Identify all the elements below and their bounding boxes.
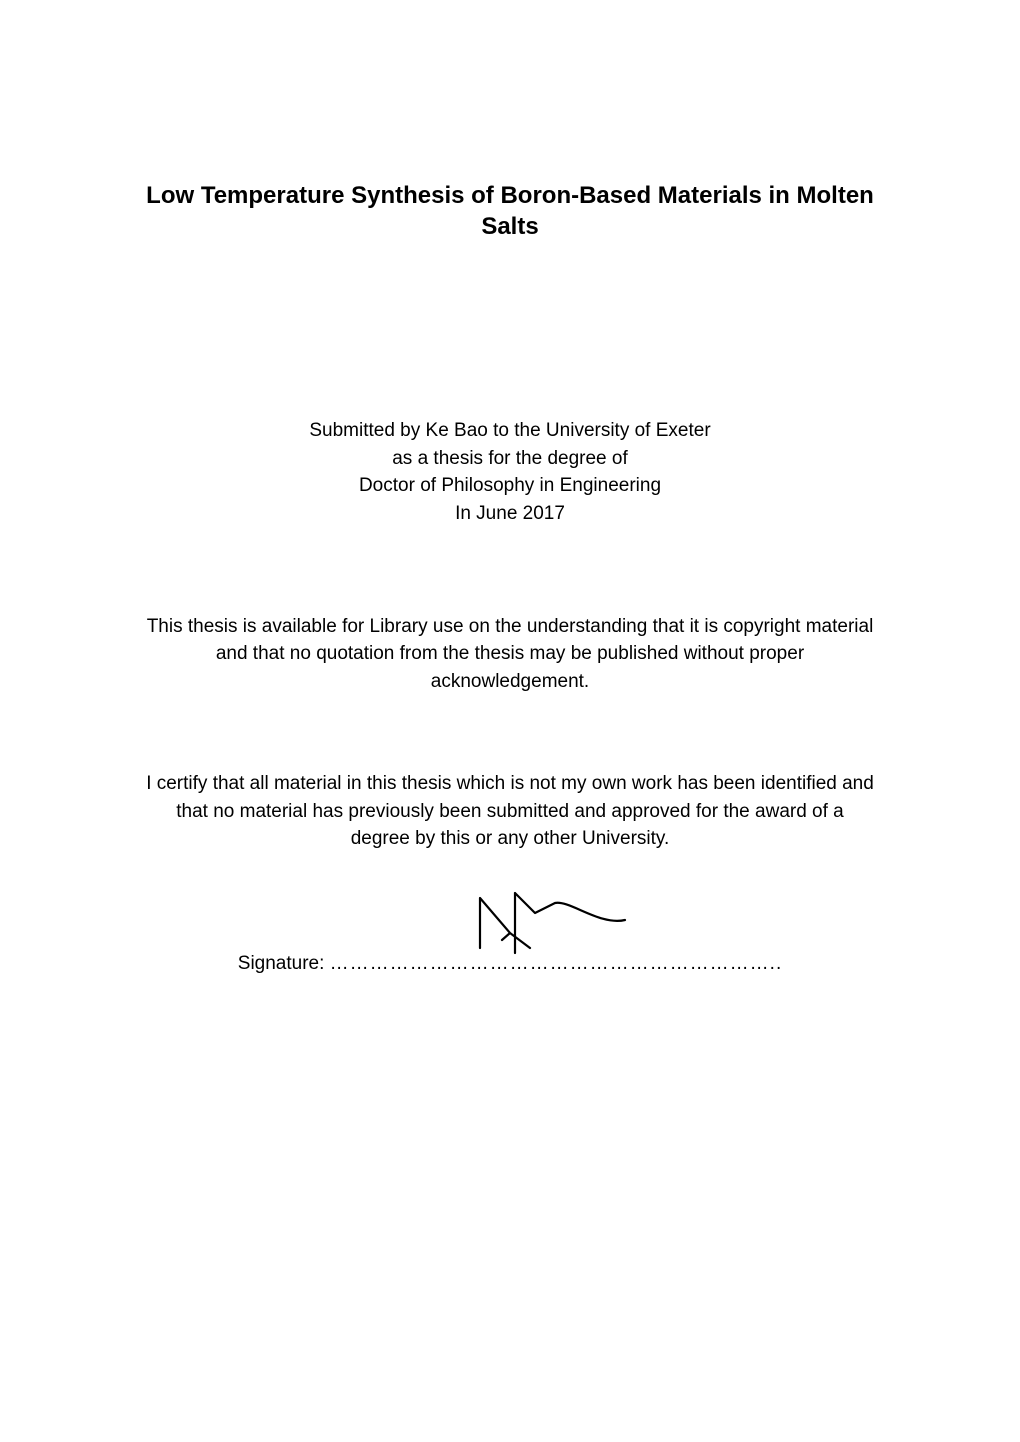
- signature-label: Signature:: [238, 953, 330, 974]
- thesis-title: Low Temperature Synthesis of Boron-Based…: [130, 180, 890, 242]
- submission-line-2: as a thesis for the degree of: [130, 445, 890, 473]
- certification-statement: I certify that all material in this thes…: [130, 770, 890, 853]
- submission-line-3: Doctor of Philosophy in Engineering: [130, 472, 890, 500]
- signature-icon: [460, 878, 640, 963]
- thesis-title-page: Low Temperature Synthesis of Boron-Based…: [0, 0, 1020, 1442]
- submission-line-4: In June 2017: [130, 500, 890, 528]
- submission-block: Submitted by Ke Bao to the University of…: [130, 417, 890, 527]
- signature-row: Signature: …………………………………………………………..: [130, 953, 890, 975]
- copyright-statement: This thesis is available for Library use…: [130, 613, 890, 696]
- submission-line-1: Submitted by Ke Bao to the University of…: [130, 417, 890, 445]
